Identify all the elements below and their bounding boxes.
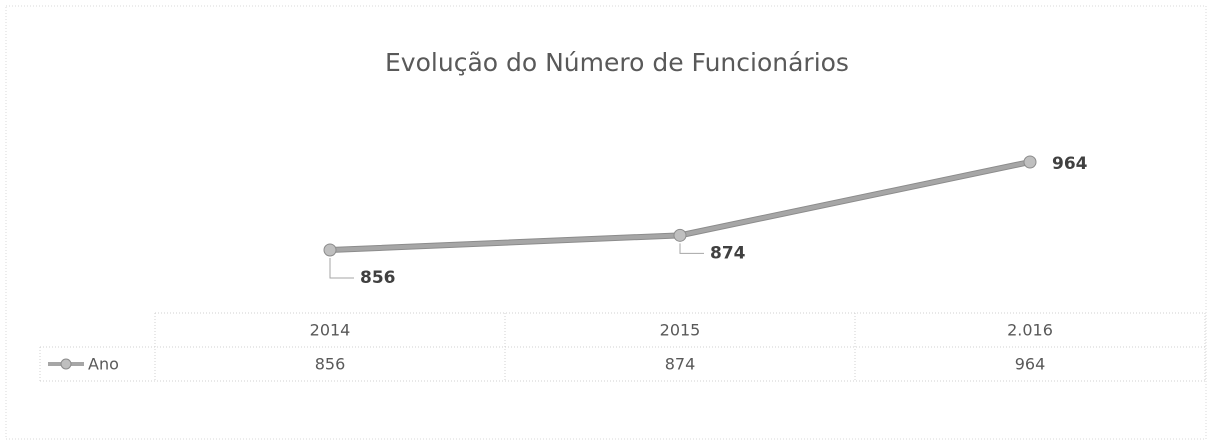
table-value: 964 [1015, 355, 1046, 374]
leader-line [329, 258, 354, 279]
legend-label: Ano [88, 355, 119, 374]
table-value: 856 [315, 355, 346, 374]
table-header: 2015 [660, 321, 701, 340]
table-header: 2014 [310, 321, 351, 340]
data-label: 874 [710, 243, 746, 263]
table-header: 2.016 [1007, 321, 1053, 340]
marker [1023, 155, 1037, 169]
data-label: 856 [360, 268, 396, 288]
marker [673, 228, 687, 242]
legend-marker [60, 358, 72, 370]
data-label: 964 [1052, 154, 1088, 174]
chart-title: Evolução do Número de Funcionários [385, 48, 849, 77]
table-value: 874 [665, 355, 696, 374]
chart-border [5, 5, 1207, 440]
leader-line [679, 243, 704, 254]
marker [323, 243, 337, 257]
